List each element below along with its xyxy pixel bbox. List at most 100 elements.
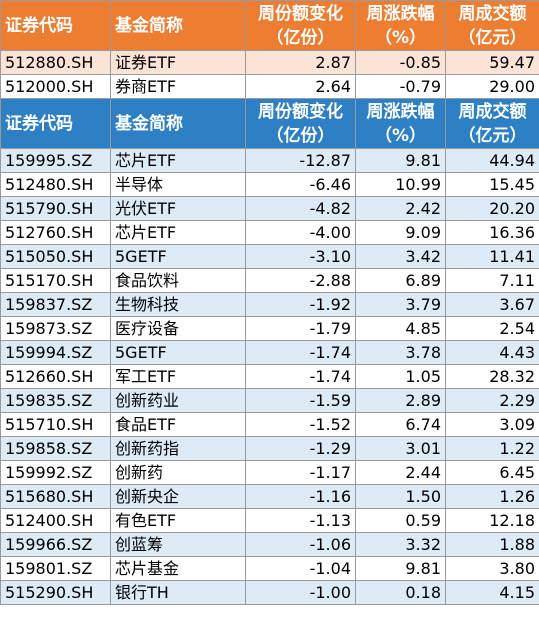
number-cell: -0.85 bbox=[355, 50, 446, 75]
text-cell: 515710.SH bbox=[0, 412, 111, 437]
header-text: 周成交额 bbox=[458, 3, 527, 24]
text-cell: 半导体 bbox=[110, 172, 246, 197]
number-cell: 1.22 bbox=[445, 436, 539, 461]
header-cell: 周份额变化 （亿份） bbox=[245, 98, 356, 149]
data-row: 159801.SZ 芯片基金 -1.04 9.81 3.80 bbox=[0, 556, 539, 581]
number-cell: 6.45 bbox=[445, 460, 539, 485]
number-cell: -4.00 bbox=[245, 220, 356, 245]
text-cell: 159994.SZ bbox=[0, 340, 111, 365]
number-cell: 16.36 bbox=[445, 220, 539, 245]
header-text: （亿元） bbox=[458, 27, 527, 48]
header-text: （亿份） bbox=[266, 27, 335, 48]
text-cell: 515170.SH bbox=[0, 268, 111, 293]
etf-table: 证券代码 基金简称 周份额变化 （亿份） 周涨跌幅 （%） 周成交额 （亿元） 159995.S… bbox=[0, 98, 539, 605]
header-text: （%） bbox=[374, 125, 427, 146]
data-row: 159992.SZ 创新药 -1.17 2.44 6.45 bbox=[0, 460, 539, 485]
data-row: 515680.SH 创新央企 -1.16 1.50 1.26 bbox=[0, 484, 539, 509]
number-cell: 3.79 bbox=[355, 292, 446, 317]
number-cell: 20.20 bbox=[445, 196, 539, 221]
header-text: 基金简称 bbox=[115, 15, 183, 36]
header-text: （%） bbox=[374, 27, 427, 48]
number-cell: 2.29 bbox=[445, 388, 539, 413]
number-cell: 4.85 bbox=[355, 316, 446, 341]
text-cell: 证券ETF bbox=[110, 50, 246, 75]
header-text: 基金简称 bbox=[115, 113, 183, 134]
text-cell: 创新药 bbox=[110, 460, 246, 485]
number-cell: 29.00 bbox=[445, 74, 539, 99]
header-text: 证券代码 bbox=[5, 15, 73, 36]
data-row: 515170.SH 食品饮料 -2.88 6.89 7.11 bbox=[0, 268, 539, 293]
text-cell: 159966.SZ bbox=[0, 532, 111, 557]
text-cell: 有色ETF bbox=[110, 508, 246, 533]
number-cell: -1.29 bbox=[245, 436, 356, 461]
number-cell: 10.99 bbox=[355, 172, 446, 197]
data-row: 512400.SH 有色ETF -1.13 0.59 12.18 bbox=[0, 508, 539, 533]
text-cell: 生物科技 bbox=[110, 292, 246, 317]
number-cell: 9.81 bbox=[355, 148, 446, 173]
number-cell: 7.11 bbox=[445, 268, 539, 293]
header-cell: 基金简称 bbox=[110, 0, 246, 51]
number-cell: -1.04 bbox=[245, 556, 356, 581]
data-row: 515050.SH 5GETF -3.10 3.42 11.41 bbox=[0, 244, 539, 269]
number-cell: -1.74 bbox=[245, 340, 356, 365]
number-cell: -4.82 bbox=[245, 196, 356, 221]
text-cell: 光伏ETF bbox=[110, 196, 246, 221]
header-text: 证券代码 bbox=[5, 113, 73, 134]
text-cell: 银行TH bbox=[110, 580, 246, 605]
text-cell: 512000.SH bbox=[0, 74, 111, 99]
data-row: 159873.SZ 医疗设备 -1.79 4.85 2.54 bbox=[0, 316, 539, 341]
text-cell: 创新央企 bbox=[110, 484, 246, 509]
data-row: 159837.SZ 生物科技 -1.92 3.79 3.67 bbox=[0, 292, 539, 317]
text-cell: 512660.SH bbox=[0, 364, 111, 389]
number-cell: -1.16 bbox=[245, 484, 356, 509]
number-cell: -1.79 bbox=[245, 316, 356, 341]
header-cell: 周涨跌幅 （%） bbox=[355, 0, 446, 51]
header-row: 证券代码 基金简称 周份额变化 （亿份） 周涨跌幅 （%） 周成交额 （亿元） bbox=[0, 98, 539, 149]
text-cell: 512400.SH bbox=[0, 508, 111, 533]
number-cell: 11.41 bbox=[445, 244, 539, 269]
number-cell: -1.06 bbox=[245, 532, 356, 557]
text-cell: 159801.SZ bbox=[0, 556, 111, 581]
text-cell: 512880.SH bbox=[0, 50, 111, 75]
data-row: 159966.SZ 创蓝筹 -1.06 3.32 1.88 bbox=[0, 532, 539, 557]
header-text: （亿元） bbox=[458, 125, 527, 146]
number-cell: 44.94 bbox=[445, 148, 539, 173]
number-cell: 2.44 bbox=[355, 460, 446, 485]
data-row: 512660.SH 军工ETF -1.74 1.05 28.32 bbox=[0, 364, 539, 389]
number-cell: -12.87 bbox=[245, 148, 356, 173]
text-cell: 创蓝筹 bbox=[110, 532, 246, 557]
text-cell: 芯片基金 bbox=[110, 556, 246, 581]
text-cell: 512760.SH bbox=[0, 220, 111, 245]
number-cell: -6.46 bbox=[245, 172, 356, 197]
header-cell: 证券代码 bbox=[0, 98, 111, 149]
text-cell: 512480.SH bbox=[0, 172, 111, 197]
etf-table-view: 证券代码 基金简称 周份额变化 （亿份） 周涨跌幅 （%） 周成交额 （亿元） 512880.S… bbox=[0, 0, 539, 605]
text-cell: 军工ETF bbox=[110, 364, 246, 389]
data-row: 515790.SH 光伏ETF -4.82 2.42 20.20 bbox=[0, 196, 539, 221]
number-cell: -1.74 bbox=[245, 364, 356, 389]
header-text: 周涨跌幅 bbox=[366, 3, 435, 24]
number-cell: -1.92 bbox=[245, 292, 356, 317]
text-cell: 159858.SZ bbox=[0, 436, 111, 461]
number-cell: 2.87 bbox=[245, 50, 356, 75]
data-row: 512880.SH 证券ETF 2.87 -0.85 59.47 bbox=[0, 50, 539, 75]
number-cell: 4.15 bbox=[445, 580, 539, 605]
number-cell: 2.54 bbox=[445, 316, 539, 341]
number-cell: 1.88 bbox=[445, 532, 539, 557]
text-cell: 5GETF bbox=[110, 244, 246, 269]
number-cell: 2.42 bbox=[355, 196, 446, 221]
text-cell: 515680.SH bbox=[0, 484, 111, 509]
header-text: 周涨跌幅 bbox=[366, 101, 435, 122]
number-cell: -1.52 bbox=[245, 412, 356, 437]
text-cell: 159837.SZ bbox=[0, 292, 111, 317]
data-row: 159994.SZ 5GETF -1.74 3.78 4.43 bbox=[0, 340, 539, 365]
header-row: 证券代码 基金简称 周份额变化 （亿份） 周涨跌幅 （%） 周成交额 （亿元） bbox=[0, 0, 539, 51]
text-cell: 515050.SH bbox=[0, 244, 111, 269]
header-cell: 周份额变化 （亿份） bbox=[245, 0, 356, 51]
header-cell: 证券代码 bbox=[0, 0, 111, 51]
data-row: 515290.SH 银行TH -1.00 0.18 4.15 bbox=[0, 580, 539, 605]
text-cell: 芯片ETF bbox=[110, 148, 246, 173]
text-cell: 159992.SZ bbox=[0, 460, 111, 485]
number-cell: 1.50 bbox=[355, 484, 446, 509]
